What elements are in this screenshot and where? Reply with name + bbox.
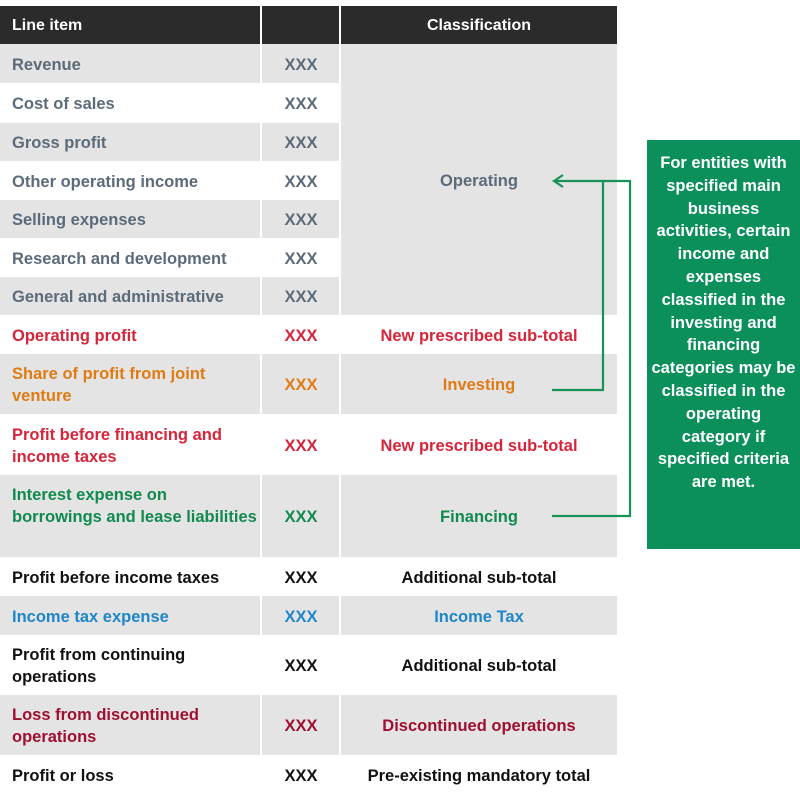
column-divider	[339, 695, 341, 755]
line-item-value: XXX	[284, 608, 318, 626]
column-divider	[260, 161, 262, 200]
column-divider	[339, 755, 341, 795]
line-item-label: Profit before financing and income taxes	[12, 426, 222, 466]
column-divider	[339, 354, 341, 414]
line-item-value: XXX	[284, 717, 318, 735]
line-item-value: XXX	[284, 134, 318, 152]
line-item-label: Other operating income	[12, 173, 199, 191]
column-divider	[260, 315, 262, 354]
classification-label: New prescribed sub-total	[380, 437, 578, 455]
line-item-label: Loss from discontinued operations	[12, 706, 200, 746]
classification-label: Additional sub-total	[401, 569, 557, 587]
column-divider	[260, 123, 262, 161]
header-divider	[339, 6, 341, 44]
column-divider	[260, 475, 262, 557]
classification-label: New prescribed sub-total	[380, 327, 578, 345]
column-divider	[339, 635, 341, 695]
line-item-value: XXX	[284, 569, 318, 587]
classification-label: Discontinued operations	[382, 717, 576, 735]
classification-label: Income Tax	[434, 608, 524, 626]
table-row: Profit from continuing operations XXX Addi…	[0, 635, 617, 695]
financing-arrow-line	[552, 179, 632, 518]
table-row: Operating profit XXX New prescribed sub-to…	[0, 315, 617, 354]
column-divider	[339, 315, 341, 354]
investing-arrow-line	[552, 179, 605, 392]
line-item-label: General and administrative	[12, 288, 224, 306]
table-header: Line item Classification	[0, 6, 617, 44]
operating-merged-cell	[341, 44, 617, 313]
column-divider	[339, 414, 341, 475]
column-divider	[260, 44, 262, 83]
line-item-label: Cost of sales	[12, 95, 115, 113]
line-item-value: XXX	[284, 767, 318, 785]
column-divider	[260, 354, 262, 414]
column-divider	[260, 83, 262, 123]
classification-label: Investing	[442, 376, 516, 394]
column-divider	[260, 200, 262, 238]
arrowhead-icon	[552, 174, 564, 188]
column-divider	[260, 635, 262, 695]
header-divider	[260, 6, 262, 44]
line-item-label: Research and development	[12, 250, 227, 268]
operating-label: Operating	[440, 172, 518, 190]
column-divider	[260, 557, 262, 596]
column-divider	[339, 44, 341, 83]
classification-label: Pre-existing mandatory total	[367, 767, 591, 785]
line-item-value: XXX	[284, 376, 318, 394]
column-divider	[339, 475, 341, 557]
classification-label: Additional sub-total	[401, 657, 557, 675]
column-divider	[260, 755, 262, 795]
table-row: Loss from discontinued operations XXX Disc…	[0, 695, 617, 755]
table-row: Share of profit from joint venture XXX Inv…	[0, 354, 617, 414]
line-item-label: Share of profit from joint venture	[12, 365, 206, 405]
callout-box: For entities with specified main busines…	[647, 140, 800, 549]
column-divider	[339, 123, 341, 161]
header-classification: Classification	[426, 17, 532, 34]
line-item-label: Operating profit	[12, 327, 137, 345]
line-item-value: XXX	[284, 437, 318, 455]
column-divider	[339, 238, 341, 277]
line-item-label: Revenue	[12, 56, 81, 74]
column-divider	[339, 83, 341, 123]
line-item-label: Profit before income taxes	[12, 569, 220, 587]
line-item-value: XXX	[284, 250, 318, 268]
line-item-value: XXX	[284, 95, 318, 113]
column-divider	[260, 596, 262, 635]
line-item-label: Profit or loss	[12, 767, 114, 785]
column-divider	[339, 161, 341, 200]
column-divider	[339, 557, 341, 596]
column-divider	[339, 277, 341, 315]
table-row: Income tax expense XXX Income Tax	[0, 596, 617, 635]
line-item-label: Selling expenses	[12, 211, 146, 229]
column-divider	[260, 238, 262, 277]
line-item-value: XXX	[284, 211, 318, 229]
line-item-value: XXX	[284, 327, 318, 345]
line-item-value: XXX	[284, 508, 318, 526]
column-divider	[260, 414, 262, 475]
line-item-label: Income tax expense	[12, 608, 169, 626]
line-item-value: XXX	[284, 657, 318, 675]
table-row: Profit or loss XXX Pre-existing mandatory …	[0, 755, 617, 795]
column-divider	[260, 695, 262, 755]
classification-label: Financing	[440, 508, 518, 526]
line-item-label: Profit from continuing operations	[12, 646, 186, 686]
line-item-label: Gross profit	[12, 134, 107, 152]
table-row: Interest expense on borrowings and lease…	[0, 475, 617, 557]
line-item-value: XXX	[284, 288, 318, 306]
column-divider	[339, 596, 341, 635]
table-row: Profit before income taxes XXX Additional …	[0, 557, 617, 596]
column-divider	[260, 277, 262, 315]
header-line-item: Line item	[12, 17, 83, 34]
line-item-value: XXX	[284, 173, 318, 191]
line-item-label: Interest expense on borrowings and lease…	[12, 486, 257, 526]
table-row: Profit before financing and income taxes…	[0, 414, 617, 475]
column-divider	[339, 200, 341, 238]
line-item-value: XXX	[284, 56, 318, 74]
